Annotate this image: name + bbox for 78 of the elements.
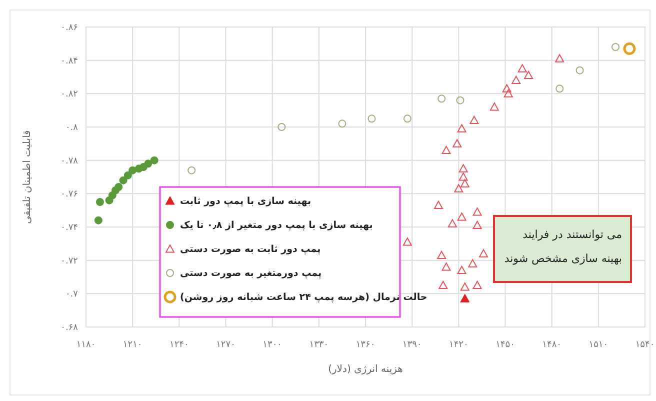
point: [556, 84, 564, 93]
x-tick-label: ۱۴۸۰: [542, 340, 562, 350]
point: [442, 262, 451, 271]
point: [479, 249, 488, 258]
legend-label: حالت نرمال (هرسه پمپ ۲۴ ساعت شبانه روز روشن): [180, 292, 428, 303]
x-tick-label: ۱۵۴۰: [635, 340, 655, 350]
point: [124, 171, 132, 180]
x-tick-label: ۱۳۰۰: [262, 340, 282, 350]
x-tick-label: ۱۴۵۰: [496, 340, 515, 350]
point: [470, 116, 479, 124]
point: [438, 94, 446, 103]
x-tick-label: ۱۳۶۰: [356, 340, 376, 350]
point: [512, 76, 521, 84]
point: [472, 280, 482, 290]
x-tick-label: ۱۱۸۰: [76, 340, 96, 350]
point: [490, 102, 499, 111]
point: [402, 238, 412, 246]
point: [278, 123, 286, 131]
point: [368, 114, 376, 123]
x-tick-label: ۱۲۷۰: [216, 340, 236, 350]
legend-label: پمپ دور ثابت به صورت دستی: [180, 244, 321, 255]
point: [460, 282, 470, 291]
y-tick-label: ۰.۷۶: [60, 190, 78, 200]
point: [119, 176, 128, 184]
point: [457, 266, 466, 274]
point: [524, 70, 534, 80]
point: [518, 64, 527, 72]
x-tick-label: ۱۲۱۰: [122, 340, 142, 350]
point: [114, 183, 123, 191]
point: [472, 220, 482, 230]
point: [502, 84, 512, 92]
point: [96, 198, 104, 206]
point: [150, 156, 158, 164]
y-axis-title: قابلیت اطمینان تلفیقی: [22, 130, 33, 224]
point: [454, 184, 464, 192]
y-tick-label: ۰.۸۲: [60, 90, 78, 100]
point: [448, 219, 457, 228]
legend-label: بهینه سازی با پمپ دور ثابت: [180, 196, 312, 207]
point: [338, 120, 346, 128]
point: [457, 212, 466, 221]
point: [576, 66, 584, 74]
point: [442, 146, 451, 154]
point: [472, 208, 482, 216]
y-tick-label: ۰.۸: [65, 123, 78, 133]
y-tick-label: ۰.۷۴: [60, 223, 78, 233]
x-tick-label: ۱۲۴۰: [169, 340, 189, 350]
point: [457, 124, 466, 132]
point: [434, 200, 443, 210]
note-box: می توانستند در فرایند بهینه سازی مشخص شوند: [493, 215, 632, 283]
x-tick-label: ۱۵۱۰: [588, 340, 608, 350]
legend-label: پمپ دورمتغیر به صورت دستی: [180, 268, 322, 279]
point: [504, 89, 513, 98]
y-tick-label: ۰.۸۶: [60, 23, 78, 33]
point: [403, 114, 412, 123]
point: [437, 250, 446, 260]
y-tick-label: ۰.۷۸: [60, 156, 78, 166]
point: [438, 280, 448, 290]
x-tick-label: ۱۳۹۰: [402, 340, 422, 350]
legend-label: بهینه سازی با پمپ دور متغیر از ۰٫۸ تا یک: [180, 220, 373, 231]
y-tick-label: ۰.۷۲: [60, 256, 78, 266]
point: [144, 160, 152, 168]
x-axis-title: هزینه انرژی (دلار): [328, 364, 403, 375]
point: [611, 43, 620, 51]
point: [555, 54, 564, 62]
point: [188, 166, 196, 174]
y-tick-label: ۰.۷: [65, 290, 78, 300]
point: [458, 172, 468, 181]
point: [460, 179, 470, 188]
point: [458, 164, 468, 172]
point: [456, 96, 464, 104]
y-tick-label: ۰.۶۸: [60, 323, 78, 333]
point: [468, 259, 478, 268]
point: [452, 139, 462, 148]
x-tick-label: ۱۴۲۰: [448, 340, 468, 350]
y-tick-label: ۰.۸۴: [60, 56, 78, 66]
x-tick-label: ۱۳۳۰: [309, 340, 329, 350]
point: [94, 216, 102, 224]
point: [128, 166, 137, 174]
